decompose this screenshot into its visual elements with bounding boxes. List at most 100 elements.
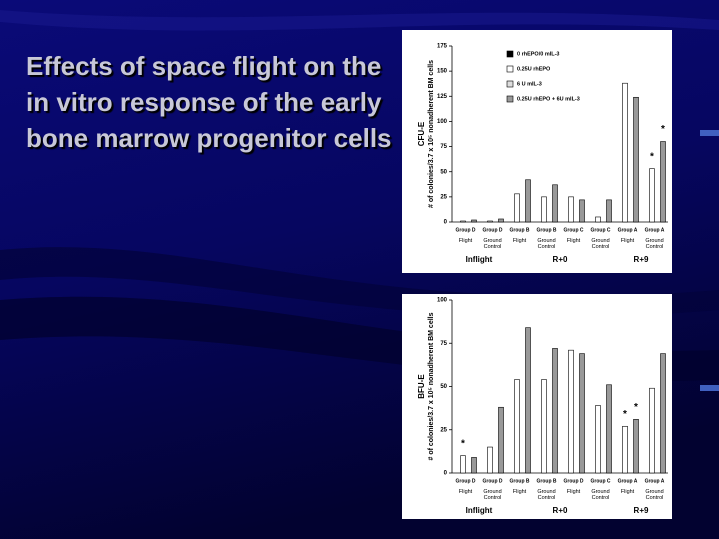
y-tick-label: 50 <box>440 384 447 390</box>
y-tick-label: 25 <box>440 194 447 200</box>
bar <box>568 196 574 223</box>
x-tick-label: Group D <box>564 478 584 484</box>
x-tick-label: Group D <box>483 478 503 484</box>
y-axis-label: # of colonies/3.7 x 10⁵ nonadherent BM c… <box>428 312 435 460</box>
annotation: * <box>661 124 665 135</box>
x-tick-label: Group A <box>618 227 638 233</box>
bar <box>595 216 601 223</box>
group-label: Flight <box>512 489 527 495</box>
phase-label: R+0 <box>553 506 568 515</box>
decoration <box>700 130 719 136</box>
annotation: * <box>634 402 638 413</box>
legend-swatch <box>506 50 514 58</box>
y-tick-label: 75 <box>440 341 447 347</box>
legend-swatch <box>506 80 514 88</box>
x-tick-label: Group D <box>456 227 476 233</box>
group-label: Ground Control <box>591 238 610 250</box>
bar <box>595 405 601 474</box>
bar <box>525 327 531 474</box>
phase-label: Inflight <box>466 255 493 264</box>
bar <box>525 179 531 223</box>
group-label: Ground Control <box>483 489 502 501</box>
annotation: * <box>650 151 654 162</box>
bar <box>579 199 585 223</box>
bar <box>498 406 504 474</box>
bar <box>487 446 493 474</box>
y-tick-label: 75 <box>440 144 447 150</box>
y-tick-label: 100 <box>437 119 448 125</box>
group-label: Flight <box>620 238 635 244</box>
y-tick-label: 150 <box>437 69 448 75</box>
x-tick-label: Group D <box>456 478 476 484</box>
y-tick-label: 50 <box>440 169 447 175</box>
x-tick-label: Group C <box>591 478 611 484</box>
bar <box>660 141 666 223</box>
group-label: Flight <box>512 238 527 244</box>
x-tick-label: Group C <box>591 227 611 233</box>
bar <box>660 353 666 474</box>
y-tick-label: 175 <box>437 44 448 50</box>
group-label: Flight <box>566 238 581 244</box>
legend-label: 0 rhEPO/0 mIL-3 <box>517 51 560 57</box>
x-tick-label: Group A <box>645 227 665 233</box>
x-tick-label: Group B <box>510 227 530 233</box>
group-label: Ground Control <box>645 238 664 250</box>
bar <box>552 184 558 223</box>
swoosh <box>0 10 719 31</box>
y-tick-label: 100 <box>437 298 448 304</box>
y-tick-label: 25 <box>440 427 447 433</box>
x-tick-label: Group A <box>645 478 665 484</box>
y-tick-label: 0 <box>444 220 448 226</box>
phase-label: R+9 <box>634 506 649 515</box>
legend-label: 0.25U rhEPO <box>517 66 551 72</box>
x-tick-label: Group C <box>564 227 584 233</box>
y-axis-label: # of colonies/3.7 x 10⁵ nonadherent BM c… <box>428 60 435 208</box>
annotation: * <box>623 409 627 420</box>
group-label: Flight <box>458 238 473 244</box>
phase-label: Inflight <box>466 506 493 515</box>
bar <box>460 220 466 223</box>
bar <box>514 193 520 223</box>
group-label: Flight <box>620 489 635 495</box>
group-label: Ground Control <box>537 489 556 501</box>
bar <box>649 387 655 474</box>
legend-label: 6 U mIL-3 <box>517 81 542 87</box>
bar <box>622 82 628 223</box>
legend-swatch <box>506 65 514 73</box>
group-label: Flight <box>458 489 473 495</box>
bar <box>541 196 547 223</box>
bar <box>514 379 520 474</box>
bar <box>649 168 655 223</box>
y-axis-title: BFU-E <box>417 374 426 399</box>
bar <box>498 218 504 223</box>
phase-label: R+9 <box>634 255 649 264</box>
decoration <box>700 385 719 391</box>
x-tick-label: Group B <box>510 478 530 484</box>
y-tick-label: 0 <box>444 471 448 477</box>
y-axis-title: CFU-E <box>417 121 426 146</box>
bar <box>471 457 477 474</box>
y-tick-label: 125 <box>437 94 448 100</box>
group-label: Flight <box>566 489 581 495</box>
group-label: Ground Control <box>483 238 502 250</box>
bar <box>606 199 612 223</box>
bar <box>471 219 477 223</box>
bar <box>541 379 547 474</box>
group-label: Ground Control <box>591 489 610 501</box>
annotation: * <box>461 438 465 449</box>
group-label: Ground Control <box>645 489 664 501</box>
bar <box>568 349 574 474</box>
bar <box>552 348 558 474</box>
bar <box>633 419 639 474</box>
x-tick-label: Group D <box>483 227 503 233</box>
bar <box>622 425 628 474</box>
x-tick-label: Group B <box>537 478 557 484</box>
chart-panel <box>402 294 672 519</box>
legend-swatch <box>506 95 514 103</box>
slide-title: Effects of space flight on the in vitro … <box>26 51 392 153</box>
legend-label: 0.25U rhEPO + 6U mIL-3 <box>517 96 580 102</box>
x-tick-label: Group B <box>537 227 557 233</box>
group-label: Ground Control <box>537 238 556 250</box>
